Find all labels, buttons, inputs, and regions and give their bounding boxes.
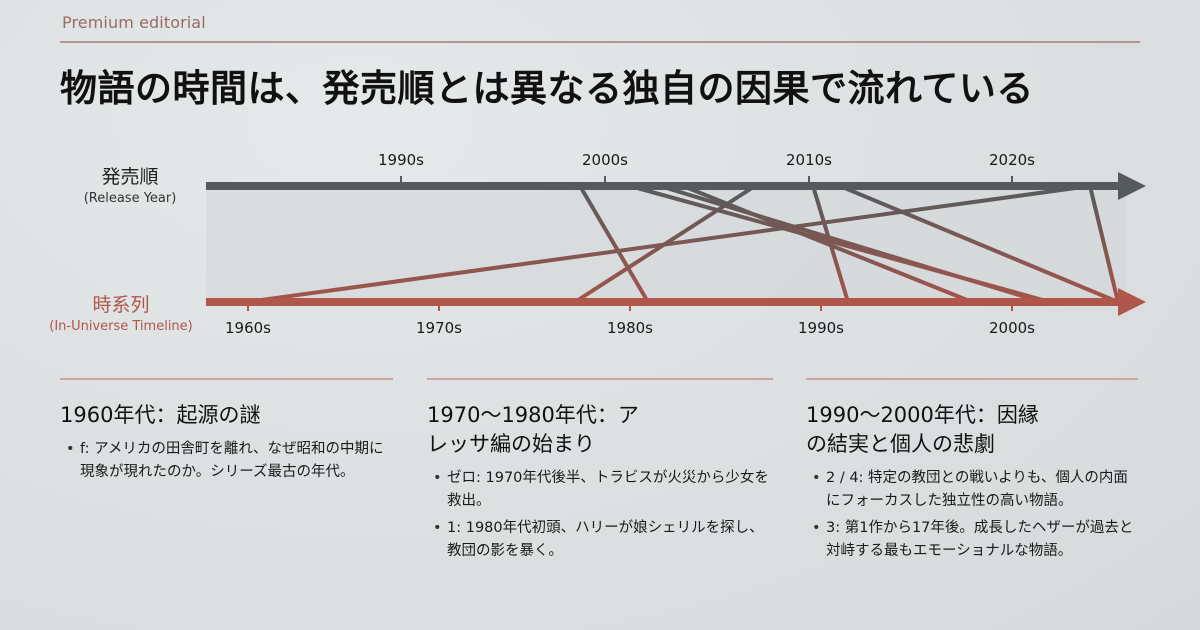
tick-label: 1990s: [378, 151, 424, 169]
tick-label: 2010s: [786, 151, 832, 169]
axis-tick: [400, 176, 402, 183]
universe-axis-label-en: (In-Universe Timeline): [49, 319, 193, 334]
release-axis-label-en: (Release Year): [83, 191, 177, 206]
tick-label: 2000s: [989, 319, 1035, 337]
universe-axis-arrow-icon: [1118, 288, 1146, 316]
axis-tick: [438, 304, 440, 311]
era-bullet: f: アメリカの田舎町を離れ、なぜ昭和の中期に現象が現れたのか。シリーズ最古の年…: [60, 438, 393, 484]
era-title: 1970〜1980年代：アレッサ編の始まり: [427, 403, 639, 456]
eyebrow-label: Premium editorial: [62, 13, 206, 32]
tick-label: 2000s: [582, 151, 628, 169]
era-bullet: 1: 1980年代初頭、ハリーが娘シェリルを探し、教団の影を暴く。: [427, 517, 773, 563]
release-axis: [206, 172, 1146, 200]
era-column-1990s-2000s: 1990〜2000年代：因縁の結実と個人の悲劇 2 / 4: 特定の教団との戦い…: [806, 378, 1138, 567]
connection-lines: [246, 184, 1120, 304]
universe-axis-label: 時系列 (In-Universe Timeline): [36, 290, 206, 334]
connection-line: [246, 184, 1091, 304]
era-title: 1960年代：起源の謎: [60, 403, 261, 427]
axis-tick: [820, 304, 822, 311]
connection-line: [682, 184, 973, 304]
tick-label: 1980s: [607, 319, 653, 337]
era-bullets: 2 / 4: 特定の教団との戦いよりも、個人の内面 にフォーカスした独立性の高い…: [806, 467, 1138, 563]
connection-line: [1088, 185, 1120, 303]
timeline-diagram: [206, 172, 1146, 316]
axis-tick: [629, 304, 631, 311]
era-title: 1990〜2000年代：因縁の結実と個人の悲劇: [806, 403, 1039, 456]
release-axis-label-jp: 発売順: [101, 166, 159, 188]
release-axis-arrow-icon: [1118, 172, 1146, 200]
era-column-1960s: 1960年代：起源の謎 f: アメリカの田舎町を離れ、なぜ昭和の中期に現象が現れ…: [60, 378, 393, 488]
connection-line: [839, 184, 1119, 304]
era-bullets: f: アメリカの田舎町を離れ、なぜ昭和の中期に現象が現れたのか。シリーズ最古の年…: [60, 438, 393, 484]
column-divider: [60, 378, 393, 380]
axis-tick: [1011, 304, 1013, 311]
release-axis-label: 発売順 (Release Year): [55, 162, 205, 206]
tick-label: 2020s: [989, 151, 1035, 169]
tick-label: 1960s: [225, 319, 271, 337]
column-divider: [806, 378, 1138, 380]
axis-tick: [1011, 176, 1013, 183]
connection-line: [578, 184, 650, 304]
axis-tick: [808, 176, 810, 183]
era-bullet: 2 / 4: 特定の教団との戦いよりも、個人の内面 にフォーカスした独立性の高い…: [806, 467, 1138, 513]
connection-line: [659, 184, 1043, 304]
axis-tick: [604, 176, 606, 183]
column-divider: [427, 378, 773, 380]
era-column-1970s-1980s: 1970〜1980年代：アレッサ編の始まり ゼロ: 1970年代後半、トラビスが…: [427, 378, 773, 567]
universe-axis: [206, 288, 1146, 316]
tick-label: 1990s: [798, 319, 844, 337]
connection-line: [811, 185, 850, 303]
era-bullet: 3: 第1作から17年後。成長したヘザーが過去と対峙する最もエモーショナルな物語…: [806, 517, 1138, 563]
era-bullets: ゼロ: 1970年代後半、トラビスが火災から少女を救出。 1: 1980年代初頭…: [427, 467, 773, 563]
era-bullet: ゼロ: 1970年代後半、トラビスが火災から少女を救出。: [427, 467, 773, 513]
universe-axis-label-jp: 時系列: [92, 294, 150, 316]
tick-label: 1970s: [416, 319, 462, 337]
axis-tick: [247, 304, 249, 311]
page-title: 物語の時間は、発売順とは異なる独自の因果で流れている: [60, 66, 1034, 110]
header-divider: [60, 41, 1140, 43]
